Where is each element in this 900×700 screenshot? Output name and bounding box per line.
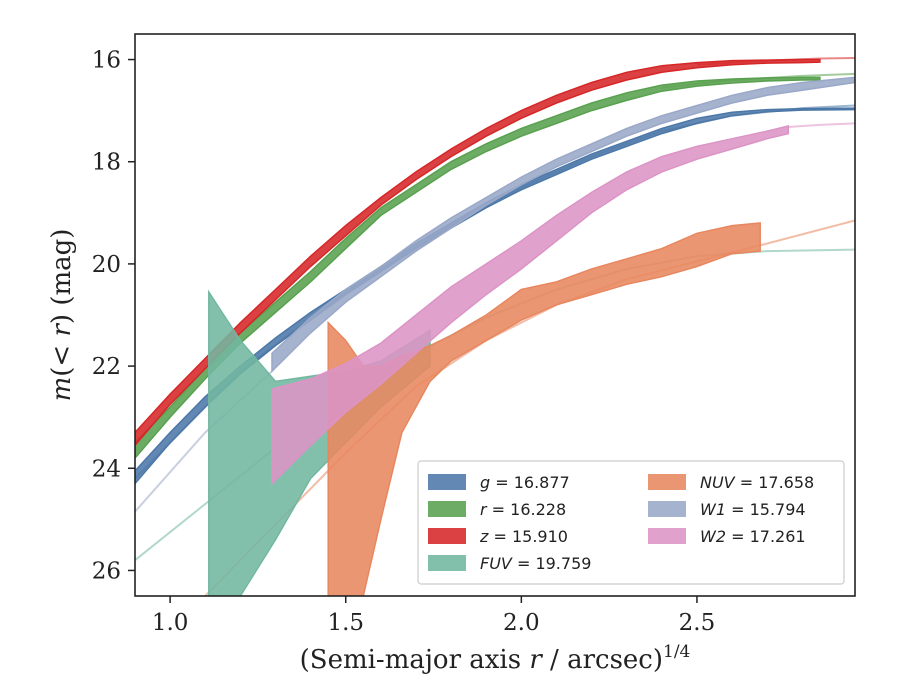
legend-swatch-r [428, 501, 466, 517]
y-tick-label: 22 [92, 354, 121, 380]
legend-label-z: z = 15.910 [479, 527, 568, 546]
plot-frame [134, 33, 856, 597]
legend-swatch-z [428, 528, 466, 544]
axes-layer: 1.0 1.5 2.0 2.5 16 18 20 22 24 26 [92, 48, 716, 636]
y-tick-label: 18 [92, 150, 121, 176]
band-r [135, 76, 821, 460]
legend-label-fuv: FUV = 19.759 [480, 554, 591, 573]
series-layer [135, 57, 855, 596]
y-tick-label: 16 [92, 48, 121, 74]
y-axis-label: m(< r) (mag) [47, 229, 77, 402]
legend-label-nuv: NUV = 17.658 [700, 473, 814, 492]
y-tick-label: 26 [92, 558, 121, 584]
legend-box [417, 460, 845, 585]
legend-label-g: g = 16.877 [480, 473, 570, 492]
legend: g = 16.877 NUV = 17.658 r = 16.228 W1 = 15.… [417, 460, 845, 585]
legend-label-r: r = 16.228 [480, 500, 566, 519]
y-tick-label: 20 [92, 252, 121, 278]
x-tick-label: 2.5 [679, 610, 716, 636]
x-tick-label: 2.0 [503, 610, 540, 636]
legend-swatch-w2 [648, 528, 686, 544]
legend-label-w2: W2 = 17.261 [700, 527, 806, 546]
model-curve-w2 [788, 122, 855, 128]
band-nuv [327, 222, 761, 596]
legend-swatch-g [428, 474, 466, 490]
x-axis-label: (Semi-major axis r / arcsec)1/4 [300, 642, 691, 675]
legend-items: g = 16.877 NUV = 17.658 r = 16.228 W1 = 15.… [428, 473, 814, 573]
x-tick-label: 1.0 [152, 610, 189, 636]
legend-swatch-nuv [648, 474, 686, 490]
band-z [135, 58, 821, 447]
y-tick-label: 24 [92, 456, 121, 482]
band-w1 [271, 76, 855, 374]
legend-swatch-w1 [648, 501, 686, 517]
band-w2 [271, 125, 790, 486]
legend-label-w1: W1 = 15.794 [700, 500, 806, 519]
legend-swatch-fuv [428, 555, 466, 571]
x-tick-label: 1.5 [327, 610, 364, 636]
